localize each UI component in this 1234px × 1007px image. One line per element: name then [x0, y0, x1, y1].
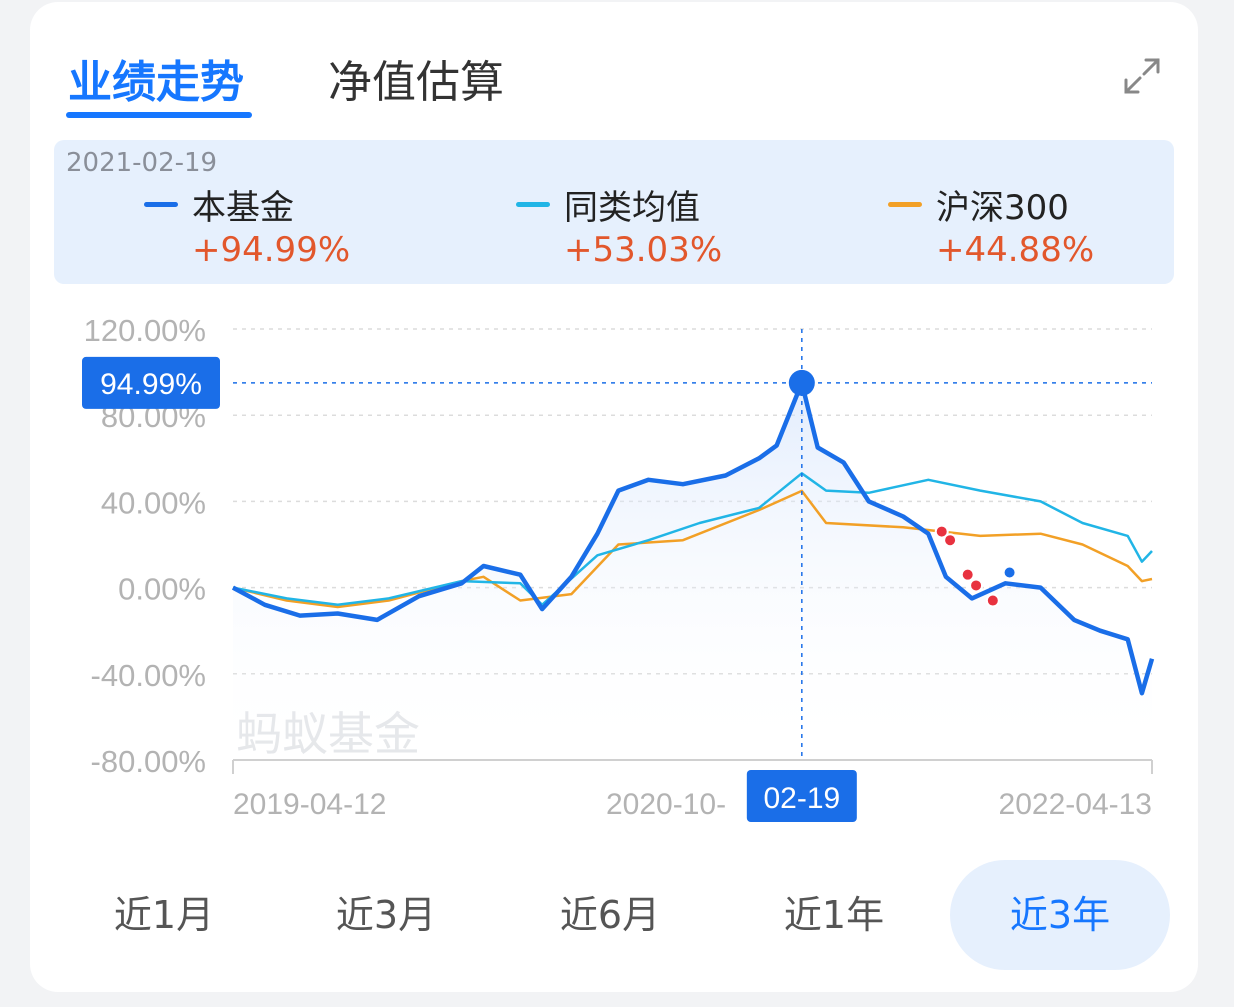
legend-name-peer-average: 同类均值: [564, 188, 700, 228]
x-tick-label: 2020-10-: [606, 788, 726, 821]
legend-value-csi300: +44.88%: [936, 230, 1095, 270]
y-tick-label: 0.00%: [118, 572, 206, 607]
range-button-1y[interactable]: 近1年: [783, 893, 885, 937]
fund-performance-card: 业绩走势 净值估算 2021-02-19 本基金 +94.99% 同类均值 +5…: [30, 2, 1198, 992]
legend-panel: 2021-02-19 本基金 +94.99% 同类均值 +53.03% 沪深30…: [54, 140, 1174, 284]
crosshair-y-label-box: [82, 356, 220, 409]
legend-swatch-csi300: [888, 202, 922, 207]
legend-date: 2021-02-19: [66, 148, 218, 178]
range-button-3y[interactable]: 近3年: [950, 860, 1170, 970]
x-tick-label: 2019-04-12: [233, 788, 386, 821]
legend-swatch-fund: [144, 202, 178, 207]
crosshair-x-label-box: [746, 770, 857, 822]
trade-marker: [960, 567, 975, 582]
trade-marker: [985, 593, 1000, 608]
range-button-6m[interactable]: 近6月: [559, 893, 661, 937]
x-tick-label: 2022-04-13: [999, 788, 1152, 821]
y-tick-label: -40.00%: [91, 658, 206, 693]
legend-name-csi300: 沪深300: [936, 188, 1069, 228]
fund-area: [233, 382, 1152, 760]
trade-marker: [934, 524, 949, 539]
legend-value-fund: +94.99%: [192, 230, 351, 270]
range-button-3m[interactable]: 近3月: [335, 893, 437, 937]
active-tab-underline: [66, 112, 252, 118]
expand-icon[interactable]: [1120, 54, 1164, 98]
crosshair-y-label: 94.99%: [100, 368, 202, 401]
trade-marker: [969, 578, 984, 593]
trade-marker: [1002, 565, 1017, 580]
series-line-fund: [231, 380, 1155, 696]
y-tick-label: 40.00%: [101, 485, 206, 520]
crosshair-x-label: 02-19: [763, 782, 840, 815]
series-line-peer-average: [232, 472, 1153, 607]
performance-line-chart[interactable]: 120.00%80.00%40.00%0.00%-40.00%-80.00%20…: [30, 2, 1198, 862]
legend-swatch-peer-average: [516, 202, 550, 207]
y-tick-label: -80.00%: [91, 744, 206, 779]
tab-performance[interactable]: 业绩走势: [68, 57, 244, 108]
series-line-csi300: [232, 489, 1153, 609]
tab-nav-estimate[interactable]: 净值估算: [328, 57, 504, 108]
range-button-1m[interactable]: 近1月: [113, 893, 215, 937]
legend-value-peer-average: +53.03%: [564, 230, 723, 270]
crosshair-point: [788, 369, 815, 396]
trade-marker: [943, 533, 958, 548]
legend-name-fund: 本基金: [192, 188, 294, 228]
y-tick-label: 120.00%: [84, 313, 206, 348]
